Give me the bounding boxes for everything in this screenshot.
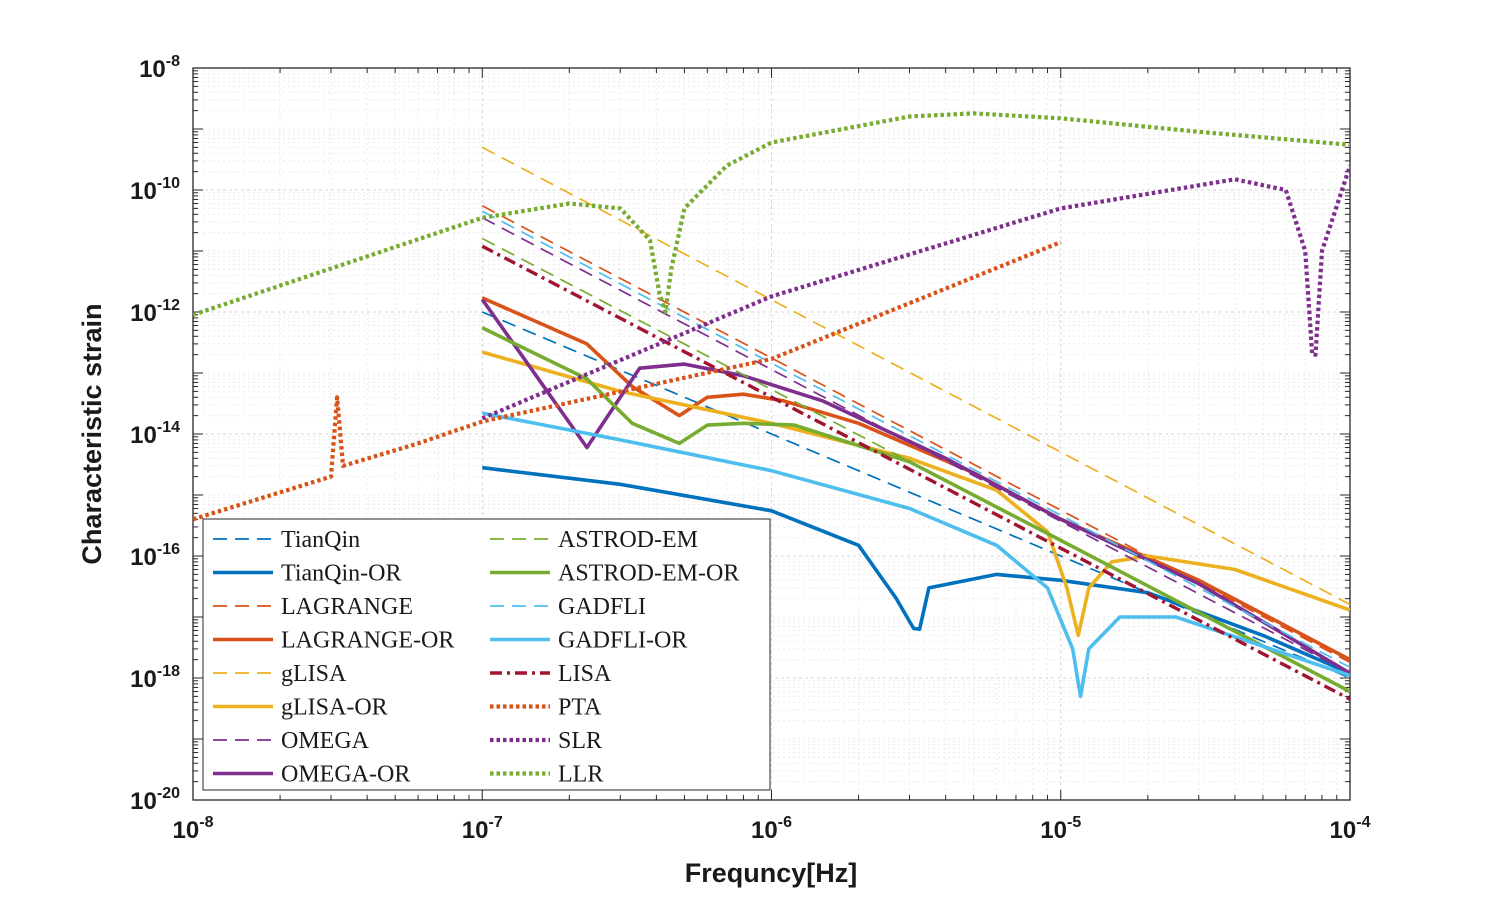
series-line-gadfli-or [481,411,1350,699]
legend-label: gLISA [281,661,347,687]
series-line-astrod-em-or [481,326,1350,694]
series-line-slr [481,165,1350,421]
y-tick-label: 10-20 [130,785,180,815]
legend-label: ASTROD-EM [558,527,698,553]
legend-label: LLR [558,762,603,788]
x-tick-label: 10-5 [1040,814,1081,844]
legend-label: ASTROD-EM-OR [558,561,739,587]
legend-label: TianQin-OR [281,561,401,587]
legend-label: PTA [558,695,602,721]
legend-label: TianQin [281,527,360,553]
axis-ticks [192,67,1351,801]
series-line-llr [193,111,1350,317]
y-tick-label: 10-16 [130,541,180,571]
y-tick-label: 10-12 [130,297,180,327]
legend-label: LAGRANGE [281,594,413,620]
series-line-pta [193,240,1062,522]
y-tick-label: 10-14 [130,419,180,449]
legend-label: OMEGA-OR [281,762,410,788]
legend: TianQin TianQin-OR LAGRANGE LAGRANGE-OR gLIS… [202,518,771,791]
y-tick-label: 10-8 [139,53,180,83]
y-tick-label: 10-18 [130,663,180,693]
x-tick-label: 10-6 [751,814,792,844]
legend-label: LISA [558,661,612,687]
y-axis-title: Characteristic strain [77,303,107,564]
legend-label: OMEGA [281,728,370,754]
legend-label: GADFLI [558,594,646,620]
series-group [193,111,1350,701]
tick-labels: 10-8 10-7 10-6 10-5 10-4 10-8 10-10 10-12 10-14 1… [130,53,1370,844]
legend-label: SLR [558,728,602,754]
x-tick-label: 10-4 [1330,814,1371,844]
legend-label: gLISA-OR [281,695,388,721]
x-tick-label: 10-7 [462,814,503,844]
legend-box [202,518,771,791]
series-line-glisa [481,146,1350,606]
series-line-tianqin [481,311,1350,679]
series-line-gadfli [481,210,1350,669]
x-axis-title: Frequncy[Hz] [685,858,858,888]
y-tick-label: 10-10 [130,175,180,205]
x-tick-label: 10-8 [173,814,214,844]
legend-label: GADFLI-OR [558,628,687,654]
legend-label: LAGRANGE-OR [281,628,454,654]
